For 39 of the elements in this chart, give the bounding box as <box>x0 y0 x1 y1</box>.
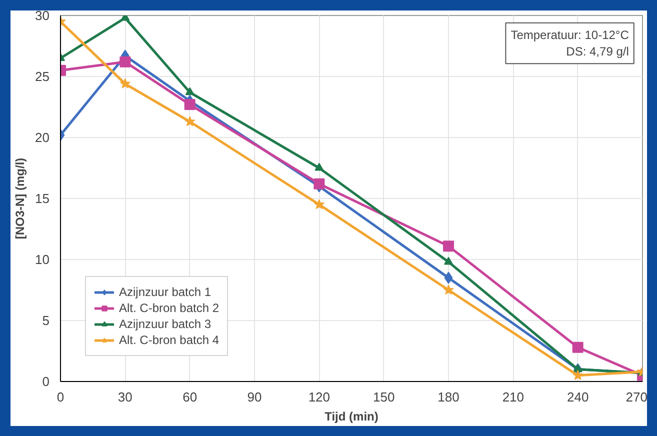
y-tick-label: 20 <box>35 130 50 145</box>
x-tick-label: 150 <box>372 390 395 404</box>
point <box>184 99 196 110</box>
point <box>443 240 454 252</box>
x-axis-title: Tijd (min) <box>324 410 378 424</box>
legend-label: Alt. C-bron batch 2 <box>119 301 220 315</box>
x-tick-label: 60 <box>182 390 198 404</box>
x-tick-label: 90 <box>247 390 262 404</box>
legend-label: Azijnzuur batch 1 <box>119 285 212 299</box>
y-tick-label: 30 <box>35 8 50 23</box>
legend-label: Azijnzuur batch 3 <box>119 317 212 331</box>
point <box>572 370 584 380</box>
point <box>572 342 584 353</box>
x-tick-label: 210 <box>502 390 524 404</box>
x-tick-label: 240 <box>566 390 589 404</box>
x-tick-label: 270 <box>626 390 648 404</box>
y-tick-label: 5 <box>42 313 50 328</box>
annotation: DS: 4,79 g/l <box>566 44 629 59</box>
x-tick-label: 120 <box>308 390 330 404</box>
y-tick-label: 10 <box>35 252 50 267</box>
y-tick-label: 25 <box>35 69 50 84</box>
y-tick-label: 0 <box>42 374 50 389</box>
point <box>314 178 325 190</box>
annotation: Temperatuur: 10-12°C <box>510 28 630 42</box>
y-axis-title: [NO3-N] (mg/l) <box>13 158 28 240</box>
legend-label: Alt. C-bron batch 4 <box>119 333 220 347</box>
point <box>184 116 196 126</box>
point <box>314 199 324 210</box>
point <box>314 162 324 171</box>
y-tick-label: 15 <box>35 191 50 206</box>
point <box>185 87 194 96</box>
point <box>444 272 453 284</box>
point <box>120 78 130 88</box>
point <box>120 56 131 68</box>
x-tick-label: 30 <box>118 390 132 404</box>
x-tick-label: 180 <box>438 390 460 404</box>
x-tick-label: 0 <box>56 390 64 404</box>
point <box>443 284 454 295</box>
point <box>444 256 453 265</box>
